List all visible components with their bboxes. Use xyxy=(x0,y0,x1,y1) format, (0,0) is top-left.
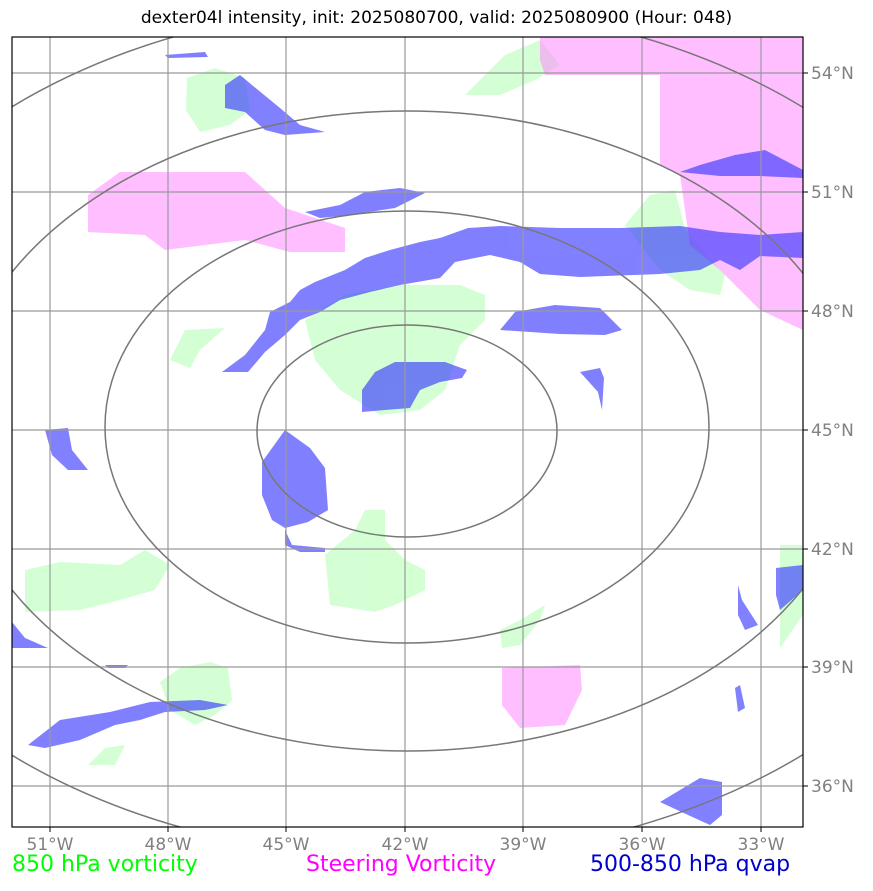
lat-label: 48°N xyxy=(811,302,854,322)
lon-label: 48°W xyxy=(145,835,192,855)
lat-label: 54°N xyxy=(811,64,854,84)
lon-label: 33°W xyxy=(738,835,785,855)
latitude-labels: 54°N 51°N 48°N 45°N 42°N 39°N 36°N xyxy=(811,64,854,797)
legend-qvap: 500-850 hPa qvap xyxy=(590,852,791,877)
lat-label: 45°N xyxy=(811,421,854,441)
qvap-layer xyxy=(12,52,803,825)
distance-rings xyxy=(12,37,803,827)
longitude-labels: 51°W 48°W 45°W 42°W 39°W 36°W 33°W xyxy=(27,835,785,855)
lat-label: 39°N xyxy=(811,658,854,678)
lon-label: 36°W xyxy=(619,835,666,855)
map-title: dexter04l intensity, init: 2025080700, v… xyxy=(140,8,733,28)
lon-label: 39°W xyxy=(500,835,547,855)
lat-lon-grid xyxy=(12,37,803,827)
legend-850-vorticity: 850 hPa vorticity xyxy=(12,852,198,877)
legend-steering-vorticity: Steering Vorticity xyxy=(306,852,497,877)
lat-label: 51°N xyxy=(811,183,854,203)
lon-label: 51°W xyxy=(27,835,74,855)
lon-label: 45°W xyxy=(263,835,310,855)
map-frame xyxy=(11,36,804,828)
lat-label: 36°N xyxy=(811,777,854,797)
axis-ticks xyxy=(49,72,808,832)
lat-label: 42°N xyxy=(811,540,854,560)
map-layers xyxy=(12,37,803,827)
lon-label: 42°W xyxy=(382,835,429,855)
